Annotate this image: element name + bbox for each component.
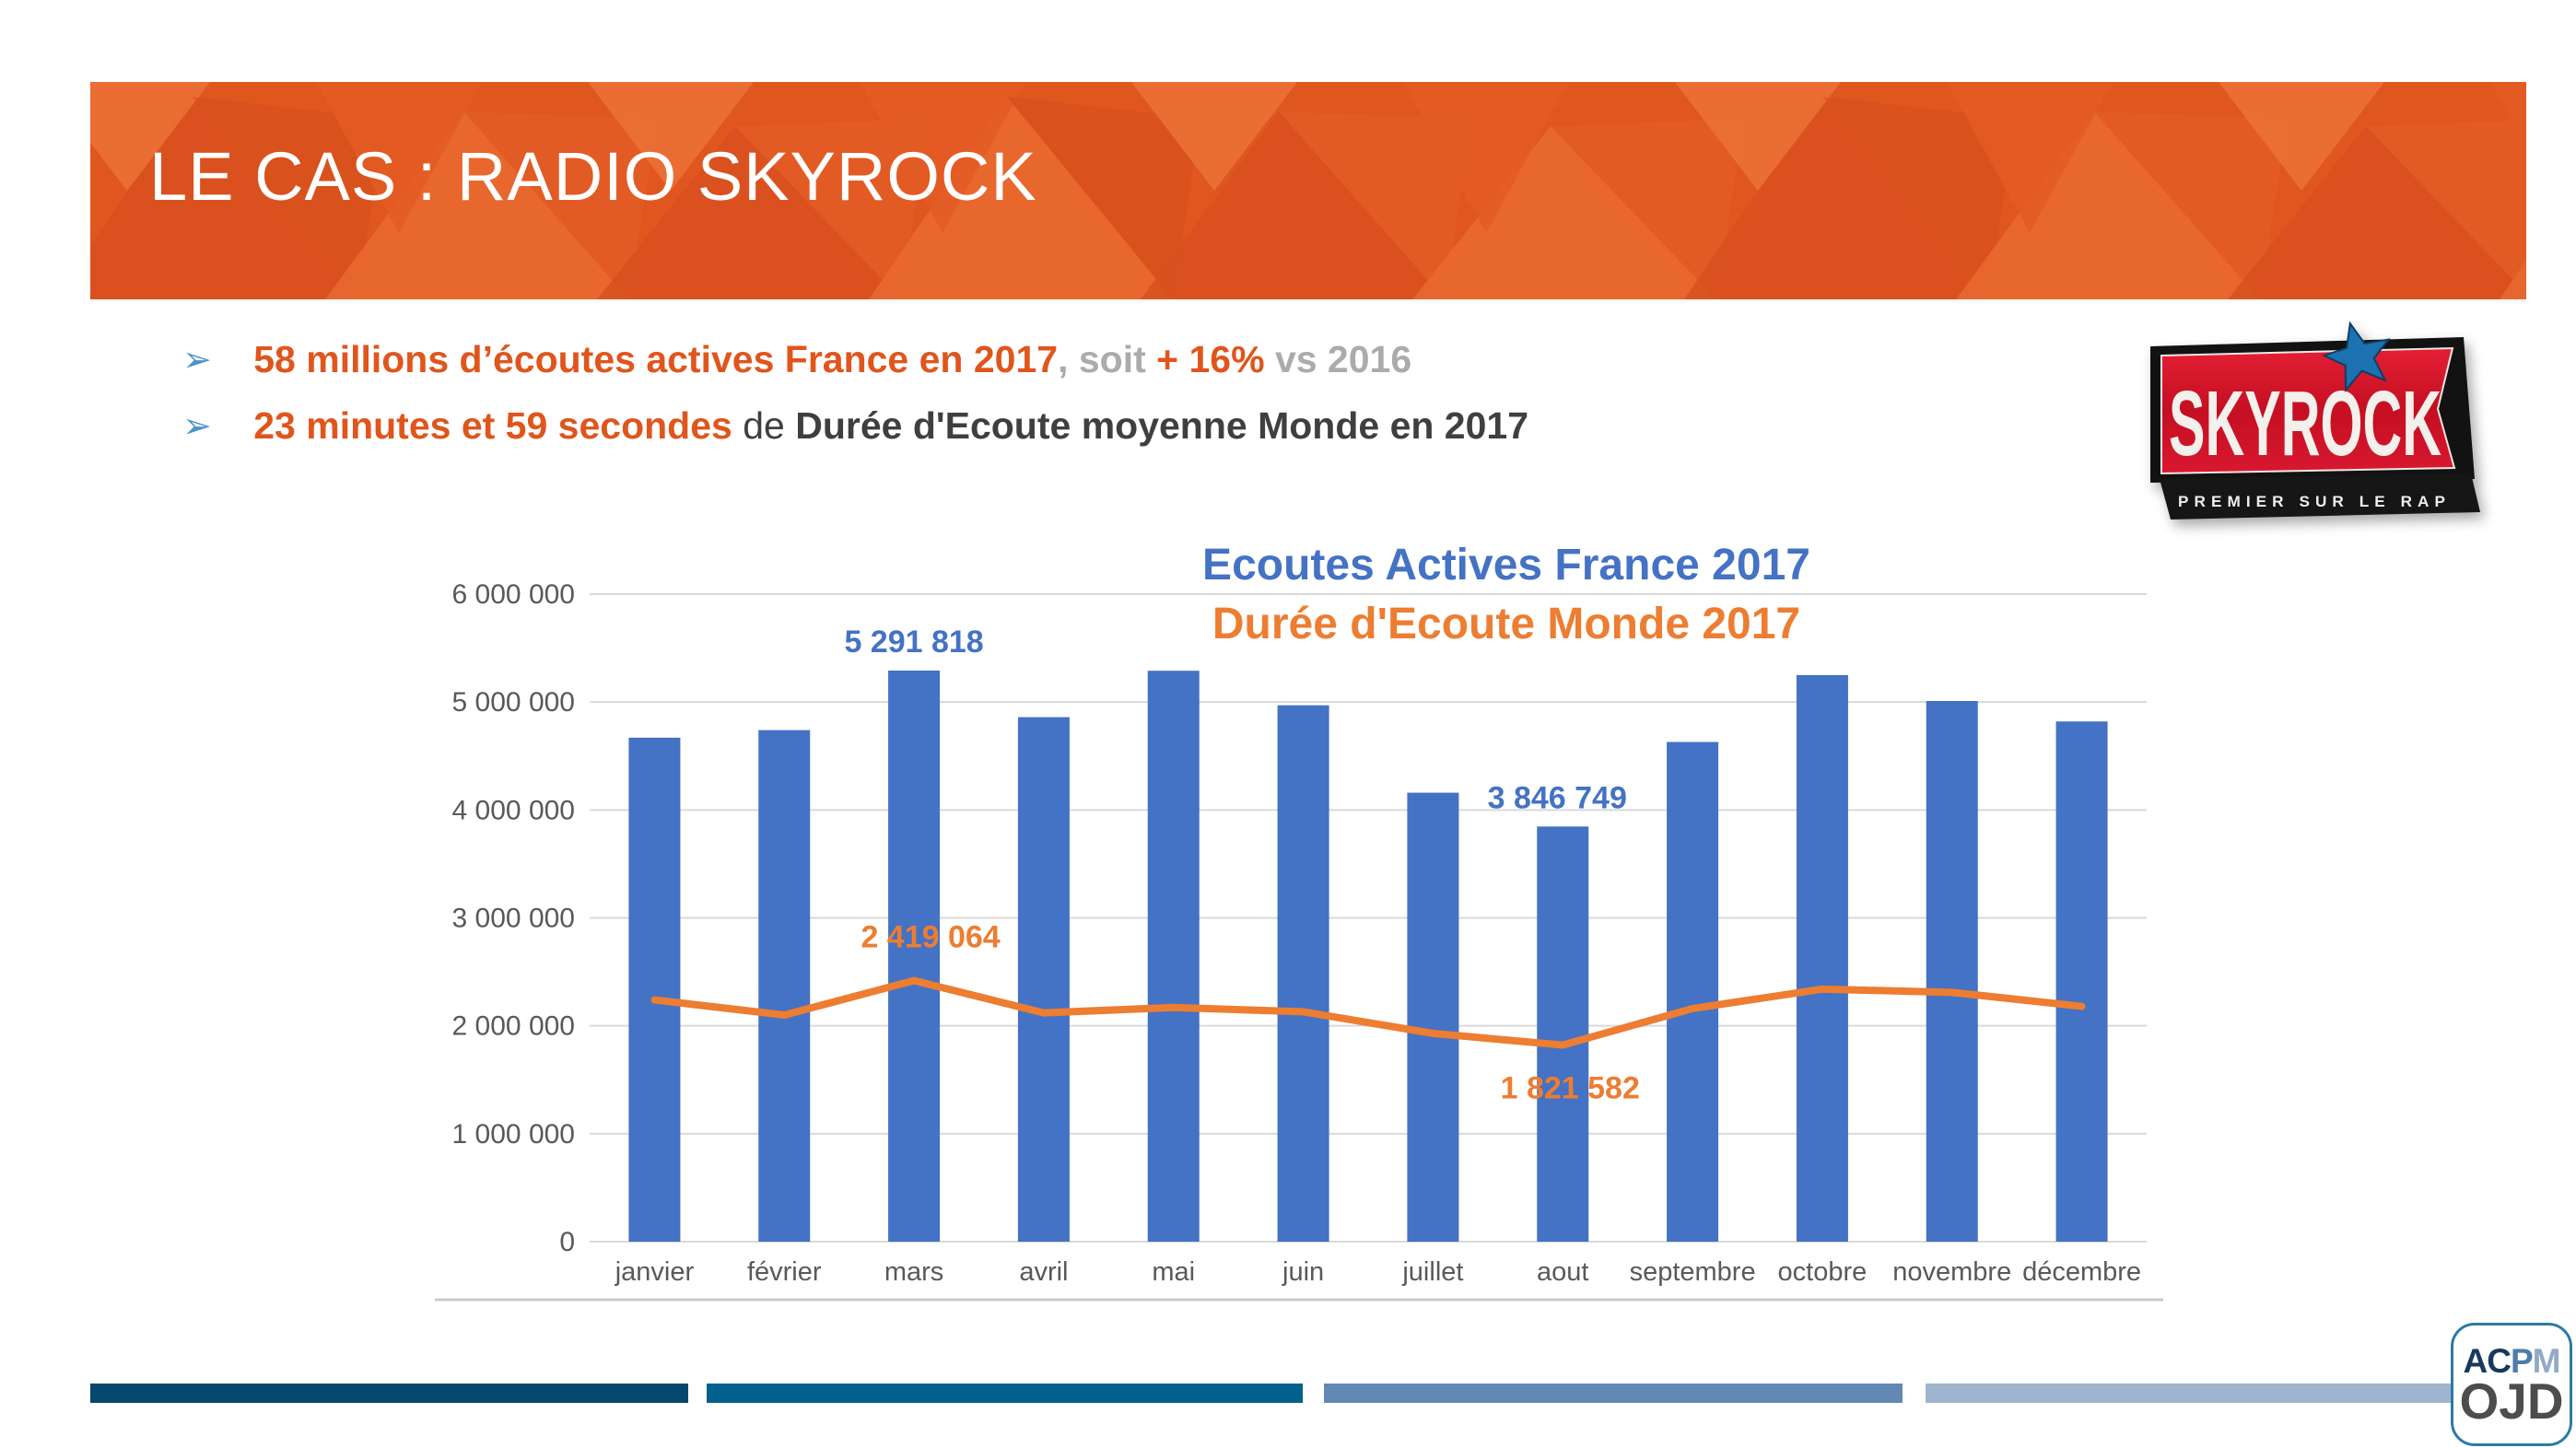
- footer-bar-segment-2: [707, 1384, 1303, 1403]
- acpm-wordmark: ACPM: [2463, 1342, 2561, 1380]
- line-series: [650, 976, 2086, 1049]
- y-axis-tick: 5 000 000: [452, 687, 575, 718]
- bar-juillet: [1407, 792, 1459, 1242]
- bar-juin: [1277, 705, 1329, 1242]
- footer-bar-segment-1: [90, 1384, 688, 1403]
- acpm-letter: C: [2487, 1342, 2512, 1380]
- chart-title-line: Durée d'Ecoute Monde 2017: [1212, 600, 1801, 648]
- skyrock-tagline: PREMIER SUR LE RAP: [2178, 493, 2451, 510]
- x-axis-tick: octobre: [1778, 1257, 1868, 1287]
- banner-pattern: [90, 82, 2526, 299]
- x-axis-tick: novembre: [1892, 1257, 2011, 1287]
- arrow-bullet-icon: ➢: [182, 341, 212, 380]
- skyrock-wordmark: SKYROCK: [2169, 372, 2441, 475]
- x-axis-tick: avril: [1019, 1257, 1068, 1287]
- bar-novembre: [1926, 700, 1978, 1242]
- x-axis-tick: février: [747, 1257, 822, 1287]
- bar-janvier: [628, 737, 681, 1242]
- x-axis-tick: janvier: [615, 1257, 695, 1287]
- acpm-ojd-logo: ACPM OJD: [2451, 1323, 2572, 1446]
- bullet-line-1: ➢ 58 millions d’écoutes actives France e…: [182, 337, 1411, 382]
- data-label: 5 291 818: [844, 625, 983, 660]
- x-axis-tick: juillet: [1401, 1257, 1463, 1287]
- bullet1-highlight: 58 millions d’écoutes actives France en …: [253, 338, 1059, 380]
- data-label: 1 821 582: [1501, 1071, 1640, 1106]
- data-label: 2 419 064: [861, 920, 1000, 955]
- arrow-bullet-icon: ➢: [182, 407, 212, 446]
- bar-février: [758, 730, 811, 1242]
- x-axis-tick: décembre: [2022, 1257, 2141, 1287]
- chart-plot-area: 0 1 000 000 2 000 000 3 000 000 4 000 000 5 0…: [435, 579, 2163, 1302]
- x-axis-tick: juin: [1282, 1257, 1324, 1287]
- bullet1-compare: vs 2016: [1264, 338, 1412, 380]
- x-axis-tick: aout: [1537, 1257, 1588, 1287]
- bullet2-highlight: 23 minutes et 59 secondes: [253, 404, 732, 447]
- bullet2-text: de: [732, 404, 796, 447]
- page-title: LE CAS : RADIO SKYROCK: [149, 138, 1037, 215]
- skyrock-star-icon: [2321, 321, 2391, 393]
- bar-octobre: [1796, 674, 1848, 1242]
- skyrock-logo-graphic: SKYROCK PREMIER SUR LE RAP: [2150, 321, 2480, 520]
- footer-bar-segment-3: [1324, 1384, 1903, 1403]
- y-axis-tick: 3 000 000: [452, 904, 575, 934]
- bullet2-bold: Durée d'Ecoute moyenne Monde en 2017: [795, 404, 1529, 447]
- bar-avril: [1017, 717, 1070, 1242]
- bar-septembre: [1667, 742, 1719, 1242]
- bar-aout: [1537, 826, 1589, 1242]
- acpm-letter: P: [2510, 1342, 2534, 1380]
- combo-chart: Ecoutes Actives France 2017 Durée d'Ecou…: [433, 541, 2165, 1303]
- y-axis-tick: 2 000 000: [452, 1011, 575, 1042]
- bar-décembre: [2055, 721, 2108, 1242]
- header-banner: LE CAS : RADIO SKYROCK: [90, 82, 2526, 299]
- acpm-letter: M: [2532, 1342, 2561, 1380]
- bar-mars: [888, 670, 941, 1242]
- x-axis-tick: mai: [1152, 1257, 1195, 1287]
- skyrock-strip: [2160, 473, 2480, 520]
- bar-mai: [1147, 671, 1200, 1242]
- y-axis-tick: 4 000 000: [452, 795, 575, 825]
- y-axis-tick: 6 000 000: [452, 579, 575, 610]
- footer-bar-segment-4: [1926, 1384, 2460, 1403]
- bullet-line-2: ➢ 23 minutes et 59 secondes de Durée d'E…: [182, 403, 1528, 449]
- data-label: 3 846 749: [1488, 780, 1627, 815]
- chart-title-bars: Ecoutes Actives France 2017: [1202, 541, 1810, 590]
- y-axis-tick: 1 000 000: [452, 1119, 575, 1150]
- x-axis-tick: mars: [884, 1257, 943, 1287]
- ojd-wordmark: OJD: [2459, 1372, 2564, 1430]
- y-axis-tick: 0: [559, 1227, 575, 1257]
- bullet1-text: , soit: [1058, 338, 1157, 380]
- x-axis-tick: septembre: [1630, 1257, 1756, 1287]
- skyrock-logo: SKYROCK PREMIER SUR LE RAP: [2145, 315, 2486, 527]
- bullet1-percent: + 16%: [1156, 338, 1265, 380]
- acpm-letter: A: [2463, 1342, 2488, 1380]
